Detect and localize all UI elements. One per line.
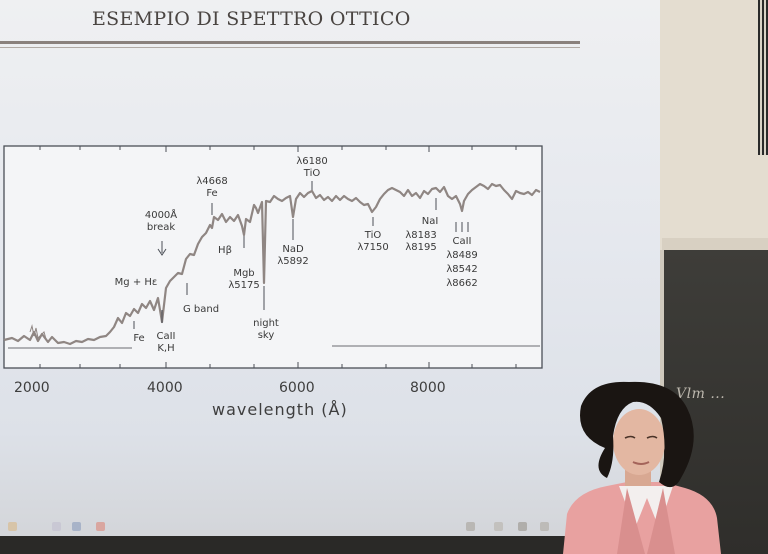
label-hbeta: Hβ xyxy=(218,245,232,256)
label-tio6180-1: λ6180 xyxy=(296,156,327,167)
taskbar-icon xyxy=(540,522,549,531)
label-mg-he: Mg + Hε xyxy=(115,277,158,288)
blackboard-handwriting: Vlm ... xyxy=(676,386,726,402)
label-nai-1: NaI xyxy=(422,216,439,227)
taskbar-icon xyxy=(494,522,503,531)
label-fe4668-2: Fe xyxy=(206,188,217,199)
screen-bottom-edge xyxy=(0,536,660,554)
label-nad-1: NaD xyxy=(282,244,304,255)
spectrum-figure: Mg + Hε Fe 4000Å break CaII K,H G band λ… xyxy=(3,145,543,369)
label-nai-2: λ8183 xyxy=(405,230,436,241)
taskbar-icon xyxy=(8,522,17,531)
label-caii-trip-1: CaII xyxy=(452,236,471,247)
label-night-1: night xyxy=(253,318,279,329)
taskbar-icon xyxy=(466,522,475,531)
taskbar-icon xyxy=(72,522,81,531)
wall-vent xyxy=(758,0,768,155)
presenter-person xyxy=(563,381,721,554)
label-fe-low: Fe xyxy=(133,333,144,344)
title-rule xyxy=(0,41,580,44)
slide-title: ESEMPIO DI SPETTRO OTTICO xyxy=(92,8,411,30)
label-caii-trip-3: λ8542 xyxy=(446,264,477,275)
x-axis-label: wavelength (Å) xyxy=(212,400,348,419)
plot-frame xyxy=(3,145,543,369)
label-tio7150-1: TiO xyxy=(364,230,382,241)
label-tio6180-2: TiO xyxy=(303,168,321,179)
wall-ledge xyxy=(662,238,768,250)
x-tick-6000: 6000 xyxy=(279,380,315,396)
label-nad-2: λ5892 xyxy=(277,256,308,267)
taskbar-icon xyxy=(96,522,105,531)
label-g-band: G band xyxy=(183,304,219,315)
label-tio7150-2: λ7150 xyxy=(357,242,388,253)
title-rule-thin xyxy=(0,47,580,48)
taskbar-icon xyxy=(518,522,527,531)
wall xyxy=(660,0,768,250)
x-tick-8000: 8000 xyxy=(410,380,446,396)
label-caii-trip-4: λ8662 xyxy=(446,278,477,289)
taskbar xyxy=(0,518,560,536)
x-tick-4000: 4000 xyxy=(147,380,183,396)
x-tick-2000: 2000 xyxy=(14,380,50,396)
label-4000-break-2: break xyxy=(147,222,176,233)
spectrum-line xyxy=(3,182,541,346)
label-nai-3: λ8195 xyxy=(405,242,436,253)
label-caii-kh-1: CaII xyxy=(156,331,175,342)
label-4000-break-1: 4000Å xyxy=(145,208,177,221)
label-fe4668-1: λ4668 xyxy=(196,176,227,187)
label-night-2: sky xyxy=(258,330,275,341)
label-mgb-2: λ5175 xyxy=(228,280,259,291)
label-mgb-1: Mgb xyxy=(233,268,254,279)
taskbar-icon xyxy=(52,522,61,531)
label-caii-kh-2: K,H xyxy=(157,343,174,354)
label-caii-trip-2: λ8489 xyxy=(446,250,477,261)
